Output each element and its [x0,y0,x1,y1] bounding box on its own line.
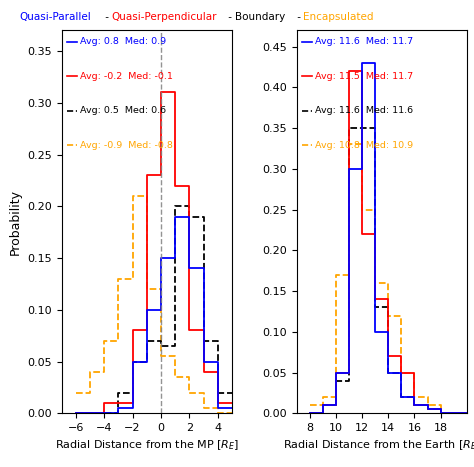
Text: Avg: 10.8  Med: 10.9: Avg: 10.8 Med: 10.9 [315,141,413,150]
Text: Avg: 11.6  Med: 11.7: Avg: 11.6 Med: 11.7 [315,37,413,46]
Text: Avg: -0.9  Med: -0.8: Avg: -0.9 Med: -0.8 [81,141,173,150]
Text: Avg: 11.6  Med: 11.6: Avg: 11.6 Med: 11.6 [315,106,413,115]
X-axis label: Radial Distance from the Earth [$R_E$]: Radial Distance from the Earth [$R_E$] [283,439,474,453]
Text: Avg: 11.5  Med: 11.7: Avg: 11.5 Med: 11.7 [315,72,413,81]
Y-axis label: Probability: Probability [9,189,22,255]
Text: Avg: -0.2  Med: -0.1: Avg: -0.2 Med: -0.1 [81,72,173,81]
Text: Avg: 0.8  Med: 0.9: Avg: 0.8 Med: 0.9 [81,37,166,46]
Text: -: - [102,12,112,21]
Text: Quasi-Parallel: Quasi-Parallel [19,12,91,21]
Text: -: - [294,12,304,21]
Text: Avg: 0.5  Med: 0.6: Avg: 0.5 Med: 0.6 [81,106,166,115]
Text: -: - [225,12,236,21]
Text: Boundary: Boundary [235,12,285,21]
X-axis label: Radial Distance from the MP [$R_E$]: Radial Distance from the MP [$R_E$] [55,439,239,453]
Text: Encapsulated: Encapsulated [303,12,374,21]
Text: Quasi-Perpendicular: Quasi-Perpendicular [111,12,217,21]
